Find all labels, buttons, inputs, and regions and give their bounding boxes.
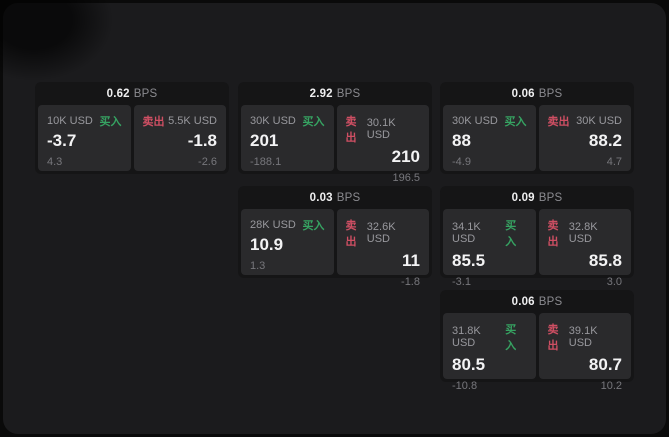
sell-side-label: 卖出 [547, 116, 570, 128]
sell-sub-value: 3.0 [606, 275, 622, 288]
buy-sub-value: -3.1 [452, 275, 471, 288]
sell-side-label: 卖出 [547, 220, 559, 248]
bps-header: 0.06 BPS [443, 290, 631, 313]
bps-unit-label: BPS [336, 87, 361, 100]
sell-amount: 39.1K USD [568, 325, 598, 349]
quote-card: 0.03 BPS 28K USD 买入 10.9 1.3 卖出 32.6K US… [238, 186, 432, 288]
sell-price: -1.8 [187, 131, 217, 150]
bps-unit-label: BPS [133, 87, 158, 100]
buy-amount: 30K USD [250, 115, 296, 127]
buy-amount: 30K USD [452, 115, 498, 127]
buy-amount: 34.1K USD [452, 221, 481, 245]
buy-price: 10.9 [250, 235, 284, 254]
buy-quote-panel[interactable]: 30K USD 买入 88 -4.9 [443, 105, 536, 171]
buy-quote-panel[interactable]: 10K USD 买入 -3.7 4.3 [38, 105, 131, 171]
bps-unit-label: BPS [336, 191, 361, 204]
bps-header: 0.09 BPS [443, 186, 631, 209]
buy-sub-value: -4.9 [452, 155, 471, 168]
sell-sub-value: -2.6 [198, 155, 217, 168]
bps-value: 2.92 [309, 87, 333, 100]
buy-sub-value: 1.3 [250, 259, 266, 272]
buy-side-label: 买入 [302, 116, 325, 128]
bps-value: 0.03 [309, 191, 333, 204]
sell-price: 210 [391, 147, 420, 166]
sell-sub-value: 10.2 [600, 379, 622, 392]
buy-side-label: 买入 [99, 116, 122, 128]
sell-amount: 32.6K USD [366, 221, 396, 245]
buy-quote-panel[interactable]: 30K USD 买入 201 -188.1 [241, 105, 334, 171]
sell-amount: 32.8K USD [568, 221, 598, 245]
sell-quote-panel[interactable]: 卖出 32.6K USD 11 -1.8 [336, 209, 429, 288]
bps-unit-label: BPS [538, 295, 563, 308]
sell-side-label: 卖出 [547, 324, 559, 352]
bps-value: 0.06 [511, 87, 535, 100]
buy-price: 88 [452, 131, 471, 150]
sell-price: 11 [402, 251, 420, 270]
bps-value: 0.06 [511, 295, 535, 308]
buy-price: 201 [250, 131, 279, 150]
buy-side-label: 买入 [505, 324, 517, 352]
buy-sub-value: -10.8 [452, 379, 478, 392]
buy-quote-panel[interactable]: 31.8K USD 买入 80.5 -10.8 [443, 313, 536, 392]
sell-price: 85.8 [588, 251, 622, 270]
bps-unit-label: BPS [538, 191, 563, 204]
sell-side-label: 卖出 [345, 220, 357, 248]
quote-card: 0.06 BPS 30K USD 买入 88 -4.9 卖出 30K USD 8… [440, 82, 634, 174]
sell-sub-value: 196.5 [392, 171, 420, 184]
buy-sub-value: -188.1 [250, 155, 282, 168]
quote-card: 0.06 BPS 31.8K USD 买入 80.5 -10.8 卖出 39.1… [440, 290, 634, 392]
buy-price: -3.7 [47, 131, 77, 150]
bps-header: 0.06 BPS [443, 82, 631, 105]
buy-side-label: 买入 [302, 220, 325, 232]
sell-amount: 5.5K USD [168, 115, 217, 127]
sell-side-label: 卖出 [142, 116, 165, 128]
buy-quote-panel[interactable]: 28K USD 买入 10.9 1.3 [241, 209, 334, 275]
buy-price: 85.5 [452, 251, 486, 270]
sell-quote-panel[interactable]: 卖出 5.5K USD -1.8 -2.6 [133, 105, 226, 171]
sell-price: 80.7 [588, 355, 622, 374]
bps-header: 0.62 BPS [38, 82, 226, 105]
sell-sub-value: -1.8 [401, 275, 420, 288]
buy-amount: 28K USD [250, 219, 296, 231]
sell-quote-panel[interactable]: 卖出 30.1K USD 210 196.5 [336, 105, 429, 184]
sell-side-label: 卖出 [345, 116, 357, 144]
buy-amount: 31.8K USD [452, 325, 481, 349]
buy-price: 80.5 [452, 355, 486, 374]
buy-side-label: 买入 [504, 116, 527, 128]
bps-unit-label: BPS [538, 87, 563, 100]
sell-sub-value: 4.7 [606, 155, 622, 168]
bps-value: 0.09 [511, 191, 535, 204]
buy-sub-value: 4.3 [47, 155, 63, 168]
bps-header: 0.03 BPS [241, 186, 429, 209]
sell-quote-panel[interactable]: 卖出 39.1K USD 80.7 10.2 [538, 313, 631, 392]
sell-quote-panel[interactable]: 卖出 30K USD 88.2 4.7 [538, 105, 631, 171]
sell-price: 88.2 [588, 131, 622, 150]
sell-amount: 30.1K USD [366, 117, 396, 141]
quote-card: 0.62 BPS 10K USD 买入 -3.7 4.3 卖出 5.5K USD… [35, 82, 229, 174]
bps-header: 2.92 BPS [241, 82, 429, 105]
buy-side-label: 买入 [505, 220, 517, 248]
buy-quote-panel[interactable]: 34.1K USD 买入 85.5 -3.1 [443, 209, 536, 288]
buy-amount: 10K USD [47, 115, 93, 127]
bps-value: 0.62 [106, 87, 130, 100]
quote-card: 2.92 BPS 30K USD 买入 201 -188.1 卖出 30.1K … [238, 82, 432, 184]
quote-card: 0.09 BPS 34.1K USD 买入 85.5 -3.1 卖出 32.8K… [440, 186, 634, 288]
sell-quote-panel[interactable]: 卖出 32.8K USD 85.8 3.0 [538, 209, 631, 288]
sell-amount: 30K USD [576, 115, 622, 127]
